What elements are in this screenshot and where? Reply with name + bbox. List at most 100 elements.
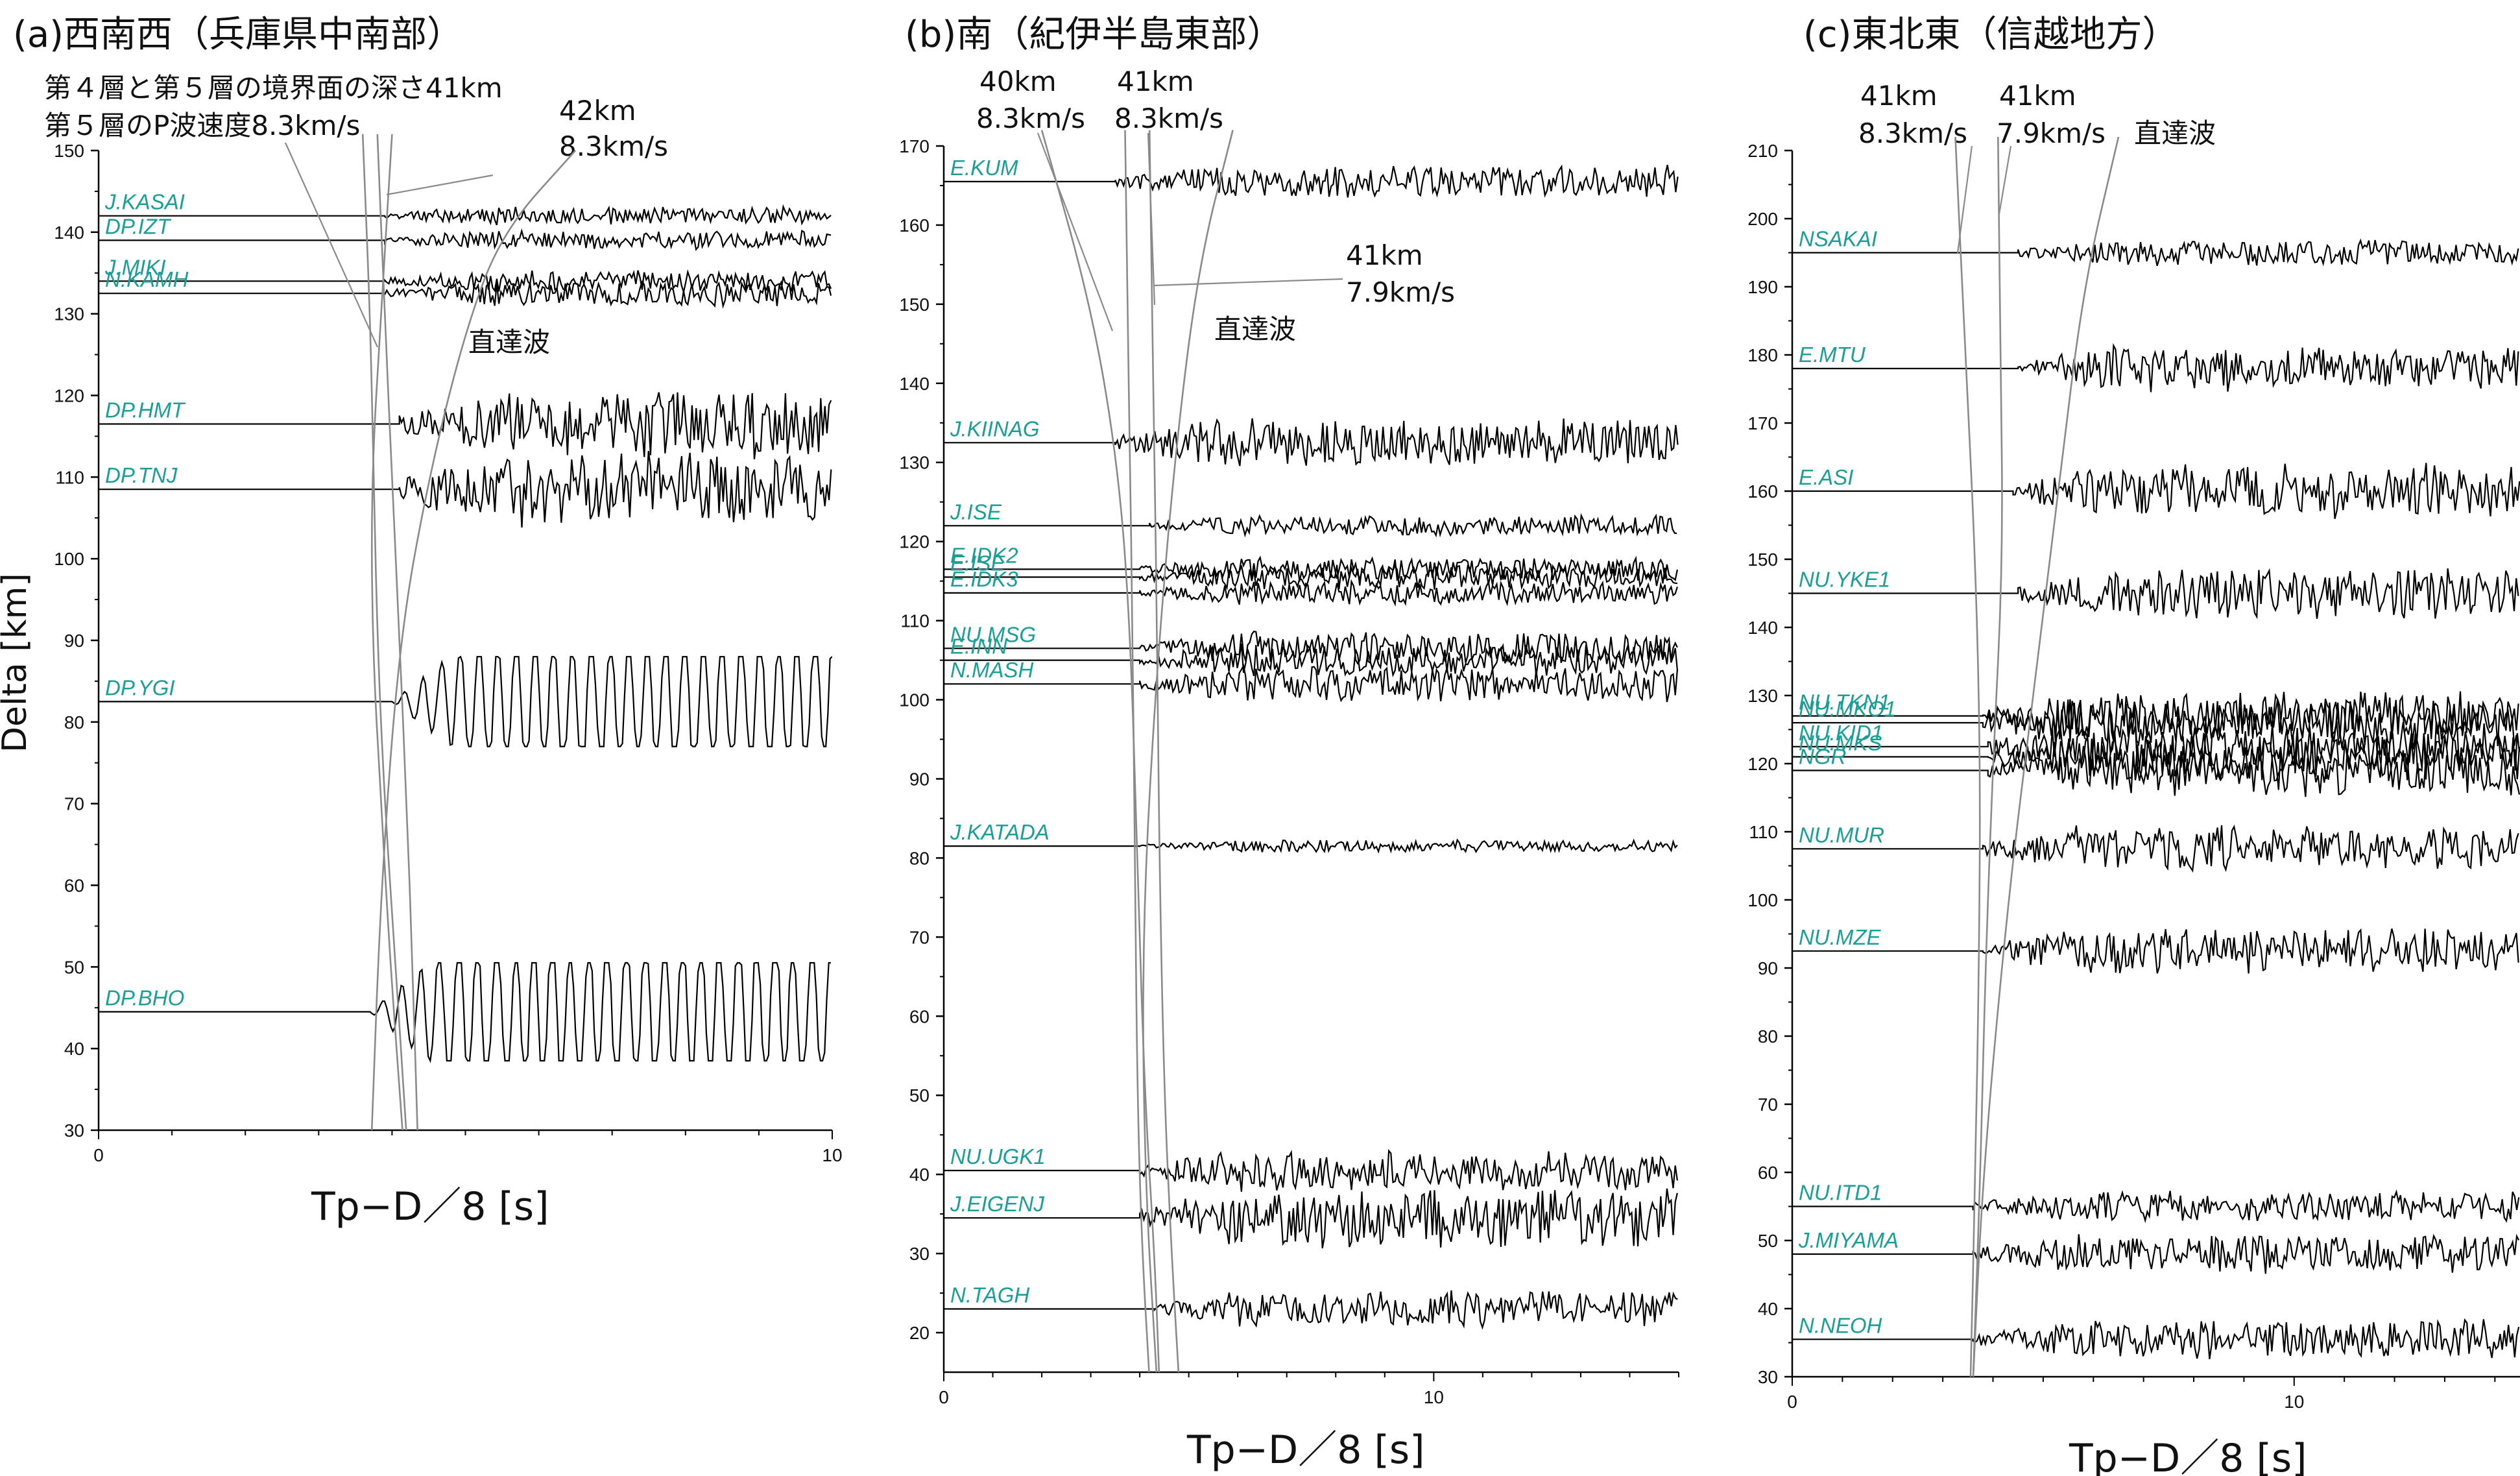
y-tick-label: 110: [1749, 822, 1778, 842]
trace-nu-itd1: [1792, 1189, 2520, 1224]
trace-dp-izt: [99, 228, 832, 251]
y-tick-label: 150: [899, 295, 930, 315]
curves-group: [361, 134, 577, 1130]
trace-j-miyama: [1792, 1233, 2520, 1274]
station-label: NGR: [1799, 745, 1846, 769]
x-tick-label: 0: [93, 1145, 104, 1165]
curves-group: [1040, 130, 1234, 1372]
station-label: DP.TNJ: [105, 463, 178, 487]
station-label: NU.MZE: [1799, 925, 1881, 949]
trace-e-kum: [944, 164, 1679, 198]
y-tick-label: 140: [899, 374, 930, 394]
y-tick-label: 80: [909, 848, 930, 868]
y-tick-label: 120: [54, 386, 84, 406]
y-axis-label: Delta [km]: [0, 573, 34, 753]
trace-nu-mks: [1792, 732, 2520, 786]
y-tick-label: 130: [54, 304, 84, 324]
y-tick-label: 50: [1758, 1231, 1778, 1251]
y-tick-label: 50: [909, 1085, 930, 1106]
x-tick-label: 10: [1424, 1387, 1444, 1407]
annotation-leader: [1956, 145, 1973, 254]
station-label: J.MIKI: [104, 255, 166, 279]
annotation-leader: [386, 174, 494, 196]
y-tick-label: 120: [1747, 754, 1778, 774]
station-label: DP.IZT: [105, 214, 172, 238]
trace-n-tagh: [944, 1290, 1678, 1330]
y-tick-label: 80: [64, 712, 84, 732]
y-tick-label: 110: [55, 467, 84, 487]
y-tick-label: 50: [64, 957, 84, 977]
trace-nu-yke1: [1792, 568, 2519, 620]
station-label: NU.UGK1: [950, 1144, 1046, 1168]
station-label: NU.YKE1: [1799, 568, 1890, 592]
traces-group: [1792, 238, 2520, 1360]
y-tick-label: 170: [899, 136, 930, 156]
annotation-c-7.9kms: 7.9km/s: [1997, 117, 2106, 149]
y-tick-label: 130: [1747, 686, 1778, 706]
trace-dp-hmt: [99, 392, 832, 460]
travel-time-curve: [370, 150, 577, 1130]
trace-ngr: [1792, 745, 2520, 797]
station-label: NU.MUR: [1799, 823, 1884, 847]
station-label: J.KIINAG: [950, 417, 1040, 441]
panel-a-x-label: Tp−D／8 [s]: [311, 1184, 549, 1229]
station-label: NU.TKN1: [1799, 690, 1890, 714]
station-label: NU.MKS: [1799, 731, 1882, 755]
travel-time-curve: [1972, 136, 2003, 1377]
y-tick-label: 100: [54, 549, 84, 569]
trace-nu-mko1: [1792, 696, 2519, 749]
annotation-b-40km: 40km: [979, 66, 1057, 97]
travel-time-curve: [1954, 136, 1981, 1377]
station-label: N.KAMH: [105, 267, 189, 291]
station-label: N.NEOH: [1799, 1313, 1882, 1337]
annotation-leader: [1998, 145, 2012, 215]
annotation-a-direct-wave: 直達波: [468, 326, 550, 358]
y-tick-label: 70: [909, 927, 930, 947]
station-label: E.MTU: [1799, 343, 1866, 367]
y-tick-label: 60: [909, 1006, 930, 1026]
annotation-leader: [1154, 278, 1343, 287]
station-label: NU.MSG: [950, 622, 1036, 646]
trace-j-miki: [99, 269, 832, 295]
station-label: E.INN: [950, 635, 1007, 659]
trace-e-ise: [944, 563, 1678, 590]
x-tick-label: 0: [939, 1387, 949, 1407]
y-tick-label: 60: [64, 876, 84, 896]
station-label: N.TAGH: [950, 1283, 1029, 1307]
travel-time-curve: [361, 134, 407, 1130]
trace-n-neoh: [1792, 1318, 2520, 1360]
station-label: E.ASI: [1799, 465, 1853, 489]
y-tick-label: 80: [1758, 1026, 1778, 1047]
station-label: N.MASH: [950, 658, 1034, 682]
station-label: J.KASAI: [104, 190, 185, 214]
annotation-leader: [284, 142, 379, 348]
station-label: J.MIYAMA: [1798, 1228, 1899, 1252]
annotation-a-42km: 42km: [559, 95, 636, 127]
station-label: E.ISE: [950, 551, 1005, 575]
annotation-leader: [1147, 132, 1156, 306]
y-tick-label: 90: [909, 769, 930, 789]
trace-nu-ugk1: [944, 1148, 1678, 1192]
travel-time-curve: [370, 134, 403, 1130]
annotation-leader: [1037, 132, 1114, 332]
y-tick-label: 70: [64, 794, 84, 814]
travel-time-curve: [1142, 130, 1234, 1372]
y-tick-label: 200: [1747, 209, 1778, 229]
y-tick-label: 140: [1747, 618, 1778, 638]
traces-group: [99, 204, 832, 1063]
y-tick-label: 30: [909, 1244, 930, 1264]
station-label: J.EIGENJ: [950, 1192, 1044, 1216]
y-tick-label: 180: [1747, 345, 1778, 365]
trace-n-kamh: [99, 280, 832, 309]
y-tick-label: 210: [1747, 141, 1778, 161]
y-tick-label: 190: [1747, 277, 1778, 297]
panel-b-x-label: Tp−D／8 [s]: [1186, 1427, 1425, 1473]
curves-group: [1954, 136, 2120, 1377]
y-tick-label: 110: [900, 611, 930, 631]
trace-e-idk3: [944, 579, 1678, 607]
y-tick-label: 100: [1747, 890, 1778, 910]
trace-j-kiinag: [944, 418, 1679, 466]
travel-time-curve: [1972, 136, 2120, 1377]
trace-j-ise: [944, 513, 1677, 538]
panel-c-title: (c)東北東（信越地方）: [1803, 14, 2178, 56]
